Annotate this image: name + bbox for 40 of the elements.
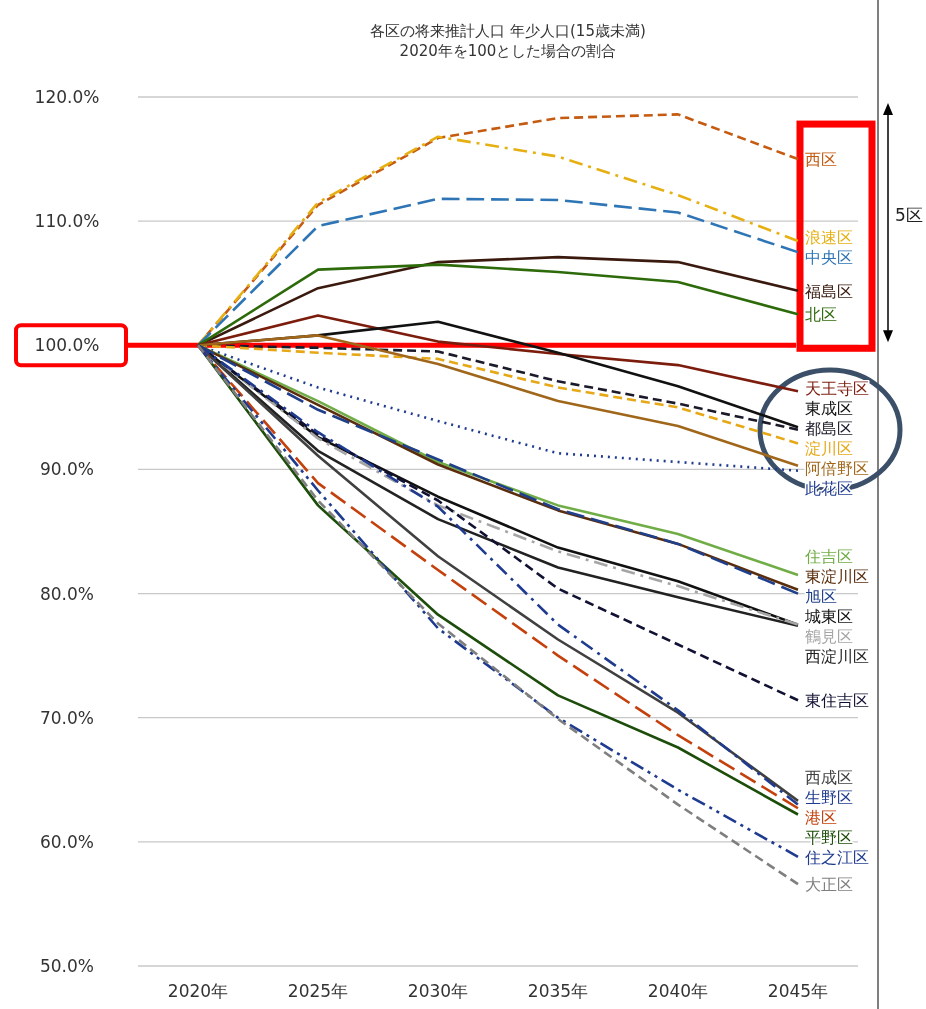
series-label: 都島区: [805, 418, 853, 438]
series-label: 旭区: [805, 586, 837, 606]
series-label: 西成区: [805, 768, 853, 788]
x-tick-label: 2035年: [527, 981, 589, 1001]
series-label: 鶴見区: [805, 626, 853, 646]
series-label: 城東区: [804, 606, 853, 626]
x-tick-label: 2030年: [407, 981, 469, 1001]
x-tick-label: 2045年: [767, 981, 829, 1001]
text: 5区: [895, 204, 923, 225]
y-tick-label: 70.0%: [39, 707, 95, 728]
y-tick-label: 90.0%: [39, 459, 95, 480]
series-label: 天王寺区: [805, 378, 869, 398]
y-tick-label: 100.0%: [34, 335, 100, 356]
series-label: 中央区: [805, 247, 853, 267]
y-tick-label: 120.0%: [34, 87, 100, 107]
series-label: 北区: [805, 305, 837, 325]
chart-title: 各区の将来推計人口 年少人口(15歳未満): [370, 22, 646, 40]
chart-subtitle: 2020年を100とした場合の割合: [399, 42, 617, 60]
x-tick-label: 2025年: [287, 981, 349, 1001]
series-label: 大正区: [805, 875, 853, 895]
series-label: 阿倍野区: [805, 458, 869, 478]
series-label: 西淀川区: [805, 646, 869, 666]
series-label: 浪速区: [805, 227, 853, 247]
series-label: 生野区: [805, 788, 853, 808]
series-label: 港区: [805, 808, 837, 828]
series-label: 東成区: [805, 398, 853, 418]
series-label: 東住吉区: [805, 691, 869, 711]
y-tick-label: 80.0%: [39, 583, 95, 604]
y-tick-label: 50.0%: [39, 956, 95, 976]
series-label: 東淀川区: [805, 566, 869, 586]
x-tick-label: 2040年: [647, 981, 709, 1001]
series-label: 平野区: [805, 828, 853, 848]
y-tick-label: 110.0%: [34, 211, 100, 232]
series-label: 住吉区: [804, 546, 853, 566]
series-label: 住之江区: [804, 848, 869, 868]
series-label: 福島区: [805, 281, 853, 301]
series-label: 西区: [805, 150, 837, 170]
series-label: 淀川区: [805, 438, 853, 458]
y-tick-label: 60.0%: [39, 831, 95, 852]
x-tick-label: 2020年: [167, 981, 229, 1001]
